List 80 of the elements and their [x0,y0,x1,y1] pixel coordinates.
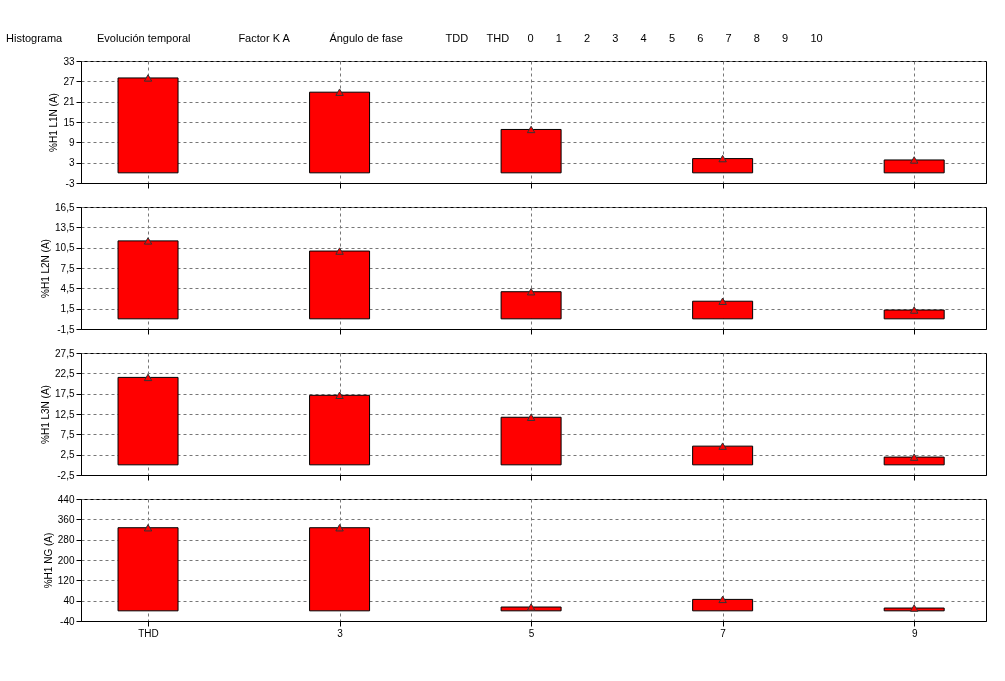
text: 6 [697,32,704,44]
point [143,74,153,82]
y-tick-label: 120 [57,574,75,586]
y-tick-label: 2,5 [60,449,75,461]
y-tick-label: 10,5 [55,242,75,254]
y-tick-label: 7,5 [60,428,75,440]
y-axis-title: %H1 L3N (A) [40,385,52,444]
y-tick-label: 40 [63,595,75,607]
text: 2 [584,32,591,44]
y-tick-label: -40 [60,615,75,627]
y-tick-label: 1,5 [60,303,75,315]
point [718,154,727,163]
y-tick-label: 280 [57,534,75,546]
text: 8 [753,32,760,44]
y-tick-label: 360 [57,513,75,525]
y-axis-title: %H1 NG (A) [42,532,54,589]
text: 4 [640,32,647,44]
text: 7 [725,32,732,44]
point [909,604,919,612]
y-tick-label: 22,5 [55,367,75,379]
y-axis-title: %H1 L1N (A) [48,93,60,152]
y-tick-label: 13,5 [55,221,75,233]
y-tick-label: 4,5 [60,282,75,294]
point [143,373,153,382]
bar [692,300,754,320]
point [335,247,344,255]
x-tick-label: 3 [337,627,344,639]
bar [692,598,754,612]
y-tick-label: 9 [68,136,75,148]
y-tick-label: 33 [63,55,75,67]
text: 0 [527,32,534,44]
point [143,237,153,245]
text: THD [486,32,510,44]
y-tick-label: -2,5 [57,469,75,481]
y-tick-label: 27 [63,75,75,87]
point [335,88,344,96]
y-tick-label: 12,5 [55,408,75,420]
point [909,156,919,164]
text: Ángulo de fase [329,32,403,44]
y-tick-label: 16,5 [55,201,75,213]
text: 1 [555,32,562,44]
point [526,413,536,421]
bar [309,394,371,466]
point [335,524,344,532]
y-tick-label: 17,5 [55,388,75,400]
x-tick-label: THD [138,627,159,639]
y-tick-label: -1,5 [57,323,75,335]
bar [500,416,562,466]
y-tick-label: 3 [68,157,75,169]
x-tick-label: 5 [528,627,535,639]
text: 3 [612,32,619,44]
text: TDD [445,32,469,44]
y-tick-label: 21 [63,96,75,108]
y-tick-label: 200 [57,554,75,566]
x-tick-label: 7 [720,627,727,639]
text: 5 [668,32,676,44]
y-axis-title: %H1 L2N (A) [40,239,52,298]
bar [500,128,562,174]
point [909,306,919,314]
point [718,442,727,450]
text: Factor K A [238,32,291,44]
y-tick-label: -3 [65,177,75,189]
text: Evolución temporal [97,32,191,44]
y-tick-label: 440 [57,493,75,505]
point [143,524,153,532]
point [718,297,727,305]
text: 10 [810,32,823,44]
point [526,125,536,134]
text: Histograma [6,32,64,44]
bar [117,376,179,466]
point [335,391,344,399]
x-tick-label: 9 [911,627,918,639]
point [718,595,727,604]
point [526,288,536,296]
point [526,603,536,611]
text: 9 [782,32,789,44]
point [909,453,919,461]
y-tick-label: 15 [63,116,75,128]
y-tick-label: 7,5 [60,262,75,274]
y-tick-label: 27,5 [55,347,75,359]
